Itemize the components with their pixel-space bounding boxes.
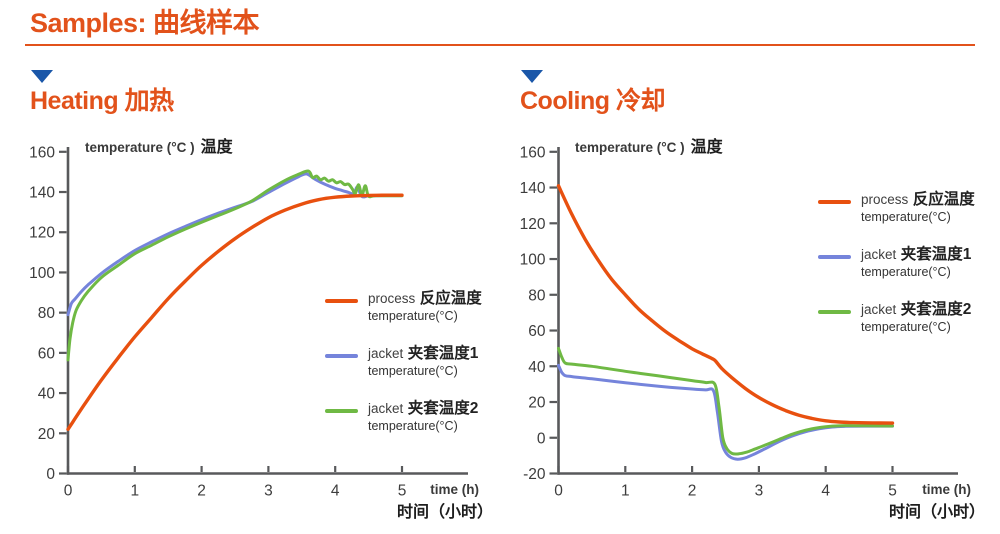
legend-label-cn: 反应温度 (912, 191, 975, 208)
legend-item: jacket 夹套温度1 temperature(°C) (325, 345, 482, 378)
legend-label: jacket (368, 346, 404, 361)
legend-label-cn: 反应温度 (419, 290, 482, 307)
y-tick-label: 100 (520, 252, 546, 269)
legend-item: jacket 夹套温度2 temperature(°C) (818, 301, 975, 334)
legend-item: process 反应温度 temperature(°C) (818, 191, 975, 224)
legend-sublabel: temperature(°C) (368, 419, 458, 433)
series-line-process (66, 193, 404, 431)
legend-item: process 反应温度 temperature(°C) (325, 290, 482, 323)
y-tick-label: 0 (46, 466, 55, 483)
x-axis-title-en: time (h) (430, 482, 479, 497)
y-axis-title-en: temperature (°C ) (85, 140, 195, 155)
x-tick-label: 2 (688, 483, 697, 500)
series-line-jacket2 (557, 346, 894, 456)
legend-sublabel: temperature(°C) (368, 309, 458, 323)
x-tick-label: 5 (888, 483, 897, 500)
y-tick-label: 20 (38, 426, 56, 443)
x-tick-label: 0 (64, 483, 73, 500)
x-tick-label: 3 (755, 483, 764, 500)
x-tick-label: 5 (398, 483, 407, 500)
section-title-cooling: Cooling 冷却 (520, 87, 665, 115)
legend-item: jacket 夹套温度2 temperature(°C) (325, 400, 482, 433)
legend-line-swatch-process (818, 200, 851, 204)
legend-line-swatch-jacket2 (325, 409, 358, 413)
legend-label: jacket (861, 302, 897, 317)
legend-label-cn: 夹套温度2 (407, 400, 479, 417)
y-tick-label: 60 (528, 323, 546, 340)
x-axis-title-cooling: time (h) 时间（小时） (873, 482, 985, 522)
y-tick-label: -20 (523, 466, 546, 483)
x-tick-label: 2 (197, 483, 206, 500)
y-tick-label: 120 (520, 216, 546, 233)
legend-sublabel: temperature(°C) (368, 364, 458, 378)
y-tick-label: 60 (38, 345, 56, 362)
chart-heating: 0 20 40 60 80 100 120 140 160 0 1 2 3 4 5 (29, 144, 468, 500)
y-tick-label: 120 (29, 225, 55, 242)
legend-label-cn: 夹套温度1 (900, 246, 972, 263)
legend-label: process (368, 291, 416, 306)
legend-line-swatch-jacket2 (818, 310, 851, 314)
legend-sublabel: temperature(°C) (861, 320, 951, 334)
x-axis-title-cn: 时间（小时） (396, 504, 493, 521)
triangle-down-icon (31, 70, 53, 83)
y-axis-title-cn: 温度 (690, 139, 723, 156)
y-tick-label: 80 (38, 305, 56, 322)
y-axis-title-heating: temperature (°C ) 温度 (85, 133, 233, 157)
x-tick-label: 1 (130, 483, 139, 500)
legend-sublabel: temperature(°C) (861, 265, 951, 279)
y-tick-label: 40 (528, 359, 546, 376)
section-title-heating: Heating 加热 (30, 87, 174, 115)
y-axis-title-cn: 温度 (200, 139, 233, 156)
header-rule (25, 44, 975, 46)
x-axis-title-en: time (h) (922, 482, 971, 497)
y-tick-label: 160 (520, 144, 546, 161)
x-axis-title-heating: time (h) 时间（小时） (381, 482, 493, 522)
legend-cooling: process 反应温度 temperature(°C) jacket 夹套温度… (818, 191, 975, 356)
legend-label: process (861, 192, 909, 207)
y-tick-label: 0 (537, 430, 546, 447)
y-tick-label: 100 (29, 265, 55, 282)
y-axis-title-cooling: temperature (°C ) 温度 (575, 133, 723, 157)
page-title: Samples: 曲线样本 (30, 8, 260, 38)
legend-item: jacket 夹套温度1 temperature(°C) (818, 246, 975, 279)
x-tick-label: 4 (331, 483, 340, 500)
y-tick-label: 40 (38, 386, 56, 403)
y-tick-label: 140 (520, 180, 546, 197)
y-tick-label: 160 (29, 144, 55, 161)
y-axis-title-en: temperature (°C ) (575, 140, 685, 155)
series-line-jacket2 (66, 169, 404, 362)
legend-line-swatch-process (325, 299, 358, 303)
y-tick-label: 20 (528, 395, 546, 412)
x-axis-title-cn: 时间（小时） (888, 504, 985, 521)
legend-line-swatch-jacket1 (325, 354, 358, 358)
series-line-process (556, 184, 895, 425)
legend-sublabel: temperature(°C) (861, 210, 951, 224)
y-tick-label: 80 (528, 287, 546, 304)
triangle-down-icon (521, 70, 543, 83)
chart-cooling: -20 0 20 40 60 80 100 120 140 160 0 1 2 3 4 5 (520, 144, 958, 500)
legend-line-swatch-jacket1 (818, 255, 851, 259)
x-tick-label: 4 (821, 483, 830, 500)
y-tick-label: 140 (29, 185, 55, 202)
x-tick-label: 0 (554, 483, 563, 500)
legend-label-cn: 夹套温度1 (407, 345, 479, 362)
legend-label: jacket (368, 401, 404, 416)
x-tick-label: 3 (264, 483, 273, 500)
x-tick-label: 1 (621, 483, 630, 500)
legend-label-cn: 夹套温度2 (900, 301, 972, 318)
legend-heating: process 反应温度 temperature(°C) jacket 夹套温度… (325, 290, 482, 455)
legend-label: jacket (861, 247, 897, 262)
